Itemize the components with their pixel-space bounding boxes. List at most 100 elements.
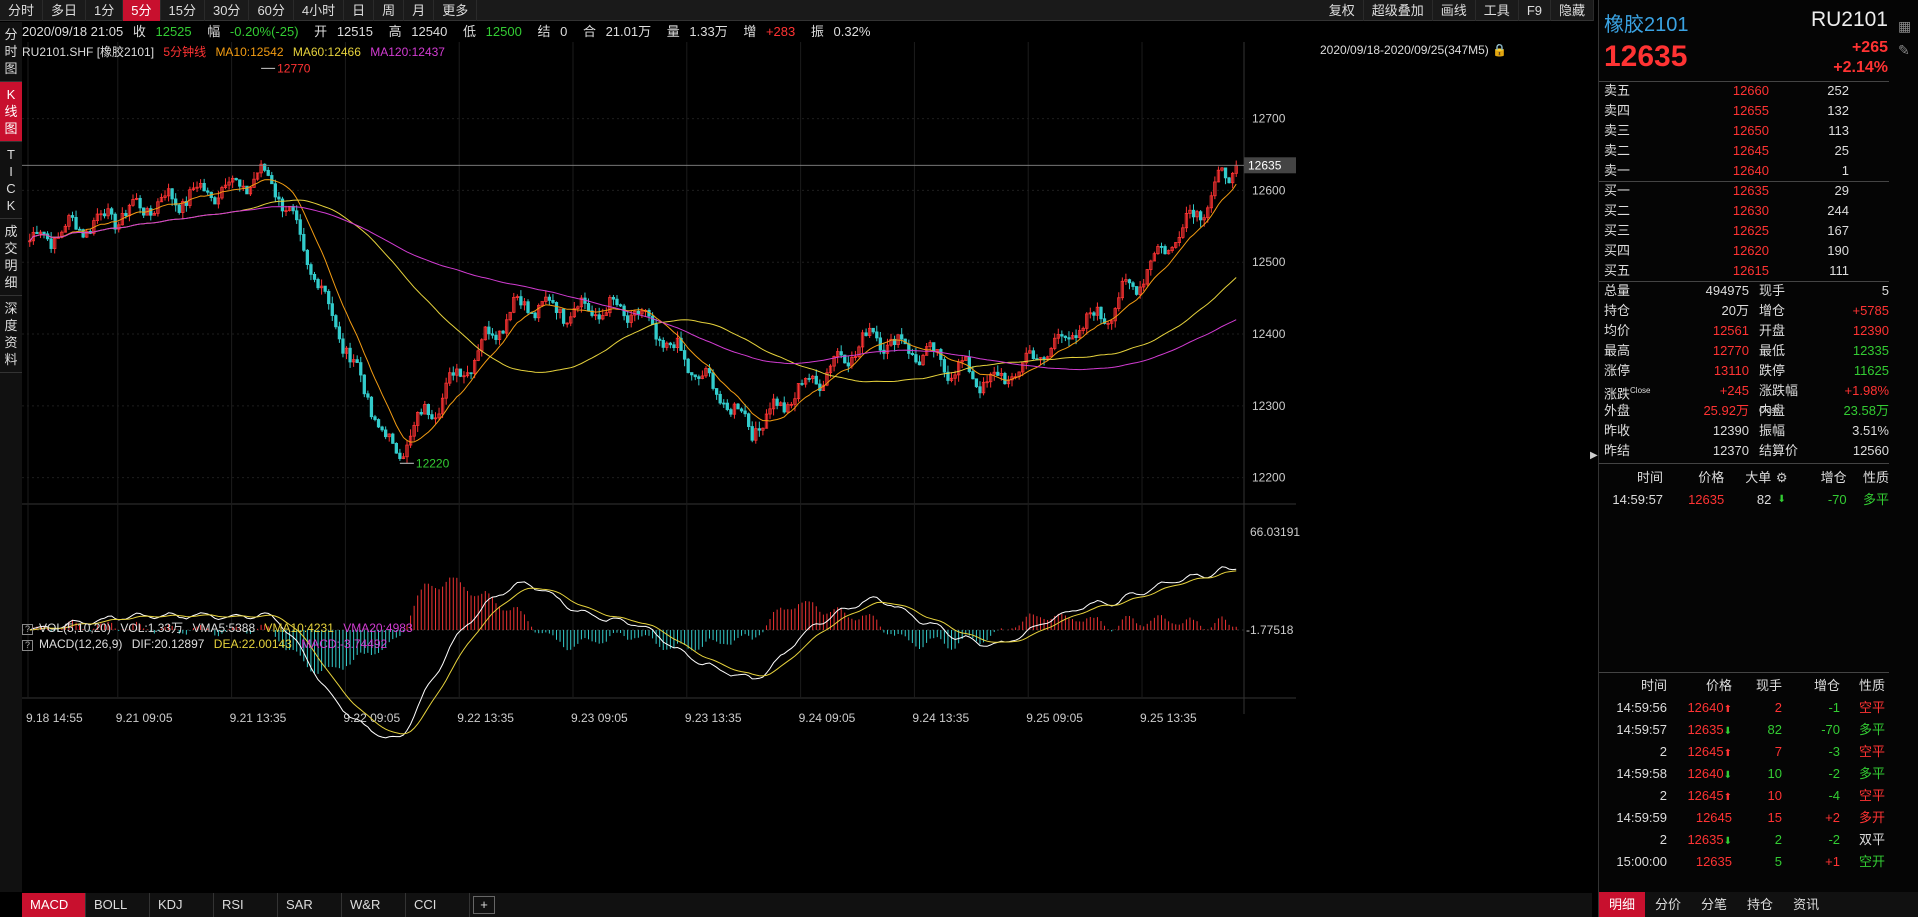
stat-value: 12335 <box>1852 343 1889 358</box>
toolbar-button[interactable]: 隐藏 <box>1551 0 1594 21</box>
stat-value: 11625 <box>1853 363 1889 378</box>
settings-icon[interactable]: ⚙ <box>1775 470 1788 485</box>
help-icon[interactable]: ? <box>22 640 33 651</box>
detail-tab[interactable]: 持仓 <box>1747 897 1774 912</box>
bid-price: 12630 <box>1732 203 1769 218</box>
candle <box>1028 350 1032 354</box>
detail-tab[interactable]: 明细 <box>1599 892 1646 917</box>
period-tab[interactable]: 30分 <box>205 0 250 21</box>
stat-value: 13110 <box>1713 363 1749 378</box>
period-tab[interactable]: 5分 <box>123 0 161 21</box>
oi-label: 合 21.01万 <box>582 24 652 39</box>
ask-volume: 1 <box>1841 163 1849 178</box>
toolbar-button[interactable]: F9 <box>1519 0 1551 21</box>
candle <box>697 376 701 379</box>
down-arrow-icon: ⬇ <box>1777 494 1786 505</box>
period-tab[interactable]: 月 <box>404 0 435 21</box>
candle <box>1042 357 1046 360</box>
candle <box>351 359 356 363</box>
stat-row: 均价 12561 开盘 12390 <box>1599 321 1889 341</box>
add-indicator-button[interactable]: + <box>473 896 495 914</box>
indicator-tab[interactable]: MACD <box>22 893 86 917</box>
toolbar-button[interactable]: 复权 <box>1321 0 1364 21</box>
stat-value: +5785 <box>1852 303 1889 318</box>
bid-volume: 244 <box>1827 203 1849 218</box>
candle <box>825 372 829 386</box>
indicator-tab[interactable]: SAR <box>278 893 342 917</box>
bid-label: 买三 <box>1604 223 1631 238</box>
macd-axis-label: 66.03191 <box>1250 525 1300 539</box>
candle <box>312 273 317 280</box>
candle <box>832 356 836 367</box>
candle <box>494 334 498 340</box>
kline-chart[interactable]: 12700 12600 12500 12400 12300 12200 9.18 14:55… <box>22 42 1594 892</box>
candle <box>964 356 968 361</box>
candle <box>579 297 584 308</box>
col-header: 价格 <box>1698 470 1725 485</box>
indicator-tab[interactable]: BOLL <box>86 893 150 917</box>
toolbar-button[interactable]: 超级叠加 <box>1364 0 1433 21</box>
candle <box>1074 335 1078 339</box>
period-tab[interactable]: 1分 <box>86 0 124 21</box>
candle <box>206 190 210 193</box>
candle <box>334 315 338 328</box>
toolbar-button[interactable]: 工具 <box>1476 0 1519 21</box>
candle <box>444 382 448 399</box>
collapse-arrow-icon[interactable]: ▶ <box>1590 450 1598 461</box>
candle <box>828 365 833 374</box>
view-tab[interactable]: 深度资料 <box>0 296 22 373</box>
candle <box>188 189 192 206</box>
stat-value: 23.58万 <box>1843 403 1889 418</box>
detail-tab[interactable]: 资讯 <box>1793 897 1820 912</box>
candle <box>316 279 320 289</box>
candle <box>732 403 737 415</box>
bid-price: 12625 <box>1732 223 1769 238</box>
candle <box>932 342 936 352</box>
help-icon[interactable]: ? <box>22 624 33 635</box>
candle <box>604 312 608 316</box>
period-tab[interactable]: 15分 <box>161 0 205 21</box>
low-label: 12220 <box>416 456 450 470</box>
candle <box>42 231 46 235</box>
period-tab[interactable]: 更多 <box>434 0 478 21</box>
bar-info: 2020/09/18 21:05 收 12525 幅 -0.20%(-25) 开… <box>22 22 1592 42</box>
settle-label: 结 0 <box>537 24 568 39</box>
candle <box>102 213 107 217</box>
indicator-tab[interactable]: W&R <box>342 893 406 917</box>
candle <box>1077 330 1082 339</box>
indicator-tab[interactable]: CCI <box>406 893 470 917</box>
candle <box>437 413 441 419</box>
view-tab[interactable]: 成交明细 <box>0 219 22 296</box>
period-tab[interactable]: 周 <box>374 0 405 21</box>
pencil-icon[interactable]: ✎ <box>1898 42 1910 58</box>
grid-icon[interactable]: ▦ <box>1898 18 1912 34</box>
toolbar-button[interactable]: 画线 <box>1433 0 1476 21</box>
candle <box>1195 211 1199 218</box>
detail-tab[interactable]: 分笔 <box>1701 897 1728 912</box>
candle <box>213 197 217 205</box>
view-tab[interactable]: 分时图 <box>0 22 22 82</box>
indicator-tab[interactable]: KDJ <box>150 893 214 917</box>
candle <box>440 397 445 415</box>
period-tab[interactable]: 4小时 <box>294 0 345 21</box>
time-axis-label: 9.23 13:35 <box>685 711 742 725</box>
candle <box>544 296 548 302</box>
candle <box>241 185 245 188</box>
candle <box>1049 347 1053 358</box>
detail-tab[interactable]: 分价 <box>1655 897 1682 912</box>
candle <box>81 229 85 238</box>
dea-line <box>29 570 1237 735</box>
stat-row: 昨结 12370 结算价 12560 <box>1599 441 1889 461</box>
tick-price: 12645⬆ <box>1687 744 1732 759</box>
period-tab[interactable]: 60分 <box>249 0 294 21</box>
candle <box>1070 335 1075 340</box>
candle <box>807 378 811 380</box>
candle <box>1220 167 1224 171</box>
stat-value: 25.92万 <box>1703 403 1749 418</box>
period-tab[interactable]: 分时 <box>0 0 44 21</box>
indicator-tab[interactable]: RSI <box>214 893 278 917</box>
period-tab[interactable]: 日 <box>344 0 375 21</box>
period-tab[interactable]: 多日 <box>43 0 87 21</box>
